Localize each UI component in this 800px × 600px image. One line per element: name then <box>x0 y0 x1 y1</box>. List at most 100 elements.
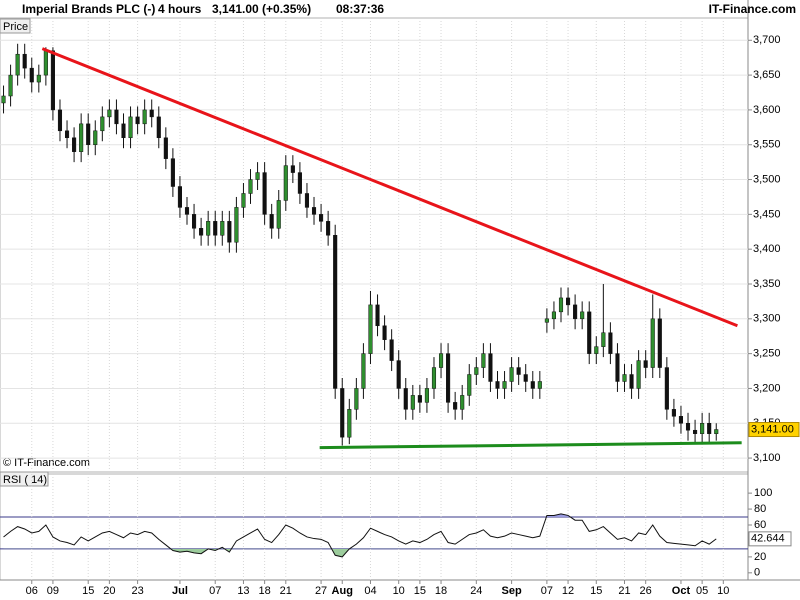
rsi-tick-label: 20 <box>754 551 766 563</box>
x-tick-label: 07 <box>541 585 553 597</box>
candle-body <box>333 235 338 389</box>
candle-body <box>587 311 592 354</box>
candle-body <box>29 67 34 83</box>
candle-body <box>8 74 13 97</box>
candle-body <box>213 221 218 236</box>
candle-body <box>135 116 140 125</box>
rsi-tick-label: 100 <box>754 487 772 499</box>
candle-body <box>100 116 105 132</box>
x-tick-label: 07 <box>209 585 221 597</box>
candle-body <box>311 207 317 215</box>
candle-body <box>326 221 331 236</box>
candle-body <box>601 332 606 347</box>
candle-body <box>523 374 528 382</box>
candle-body <box>678 416 684 424</box>
x-tick-label: 10 <box>393 585 405 597</box>
y-tick-label: 3,100 <box>753 452 781 464</box>
trendline <box>41 47 738 328</box>
x-tick-label: Aug <box>332 585 353 597</box>
rsi-panel <box>0 473 749 581</box>
watermark: © IT-Finance.com <box>3 457 90 469</box>
candle-body <box>573 304 578 320</box>
candle-body <box>262 172 267 215</box>
chart-title: Imperial Brands PLC (-) <box>22 2 155 16</box>
source: IT-Finance.com <box>709 2 796 16</box>
y-tick-label: 3,650 <box>753 69 781 81</box>
rsi-label: RSI ( 14) <box>3 474 47 486</box>
rsi-current-label: 42.644 <box>751 533 785 545</box>
x-tick-label: Jul <box>172 585 188 597</box>
candle-body <box>657 318 662 368</box>
x-tick-label: 15 <box>414 585 426 597</box>
rsi-current-box <box>748 531 792 547</box>
candle-body <box>615 353 620 382</box>
candle-body <box>410 395 415 410</box>
candle-body <box>481 353 486 368</box>
candle-body <box>629 374 634 389</box>
candle-body <box>121 123 126 139</box>
candle-body <box>43 50 48 76</box>
candle-body <box>361 353 366 389</box>
x-tick-label: 06 <box>26 585 38 597</box>
candle-body <box>199 228 204 236</box>
candle-body <box>36 74 41 83</box>
x-tick-label: 20 <box>103 585 115 597</box>
candle-body <box>220 221 225 236</box>
candle-body <box>15 53 20 76</box>
candle-body <box>636 360 641 389</box>
candle-body <box>290 165 295 173</box>
candle-body <box>177 186 182 208</box>
candle-body <box>142 109 147 125</box>
y-tick-label: 3,450 <box>753 208 781 220</box>
x-tick-label: 13 <box>237 585 249 597</box>
candle-body <box>700 423 705 434</box>
candle-body <box>396 360 401 389</box>
labels: 3,1003,1503,2003,2503,3003,3503,4003,450… <box>26 34 800 597</box>
candle-body <box>241 193 246 208</box>
interval: 4 hours <box>158 2 202 16</box>
y-tick-label: 3,300 <box>753 313 781 325</box>
candle-body <box>537 381 542 389</box>
x-tick-label: 10 <box>717 585 729 597</box>
candle-body <box>714 429 719 434</box>
candle-body <box>304 193 310 208</box>
candle-body <box>516 367 521 375</box>
y-tick-label: 3,250 <box>753 348 781 360</box>
x-tick-label: 24 <box>470 585 482 597</box>
candle-body <box>64 130 70 139</box>
candle-body <box>283 165 288 201</box>
x-tick-label: 21 <box>280 585 292 597</box>
price-panel <box>0 17 749 473</box>
candle-body <box>269 214 274 229</box>
candle-body <box>276 200 281 229</box>
x-tick-label: 18 <box>435 585 447 597</box>
x-tick-label: 15 <box>590 585 602 597</box>
x-tick-label: 04 <box>364 585 376 597</box>
candle-body <box>685 423 691 431</box>
candle-body <box>170 158 175 187</box>
x-tick-label: 21 <box>618 585 630 597</box>
rsi-label-box <box>0 471 49 487</box>
x-tick-label: Sep <box>502 585 522 597</box>
candle-body <box>495 381 500 389</box>
candle-body <box>608 332 613 354</box>
x-tick-label: 05 <box>696 585 708 597</box>
candle-body <box>460 395 465 410</box>
candle-body <box>227 221 232 243</box>
candle-body <box>86 123 91 145</box>
trendline <box>319 441 742 450</box>
candle-body <box>255 172 260 180</box>
x-tick-label: 15 <box>82 585 94 597</box>
y-tick-label: 3,550 <box>753 139 781 151</box>
candle-body <box>431 367 437 389</box>
y-tick-label: 3,350 <box>753 278 781 290</box>
current-price-box <box>748 422 800 438</box>
x-tick-label: 09 <box>47 585 59 597</box>
candle-body <box>446 353 451 403</box>
candle-body <box>156 116 161 139</box>
candle-body <box>184 207 190 215</box>
candle-body <box>93 130 98 145</box>
candle-body <box>707 423 712 434</box>
candle-body <box>297 172 302 194</box>
